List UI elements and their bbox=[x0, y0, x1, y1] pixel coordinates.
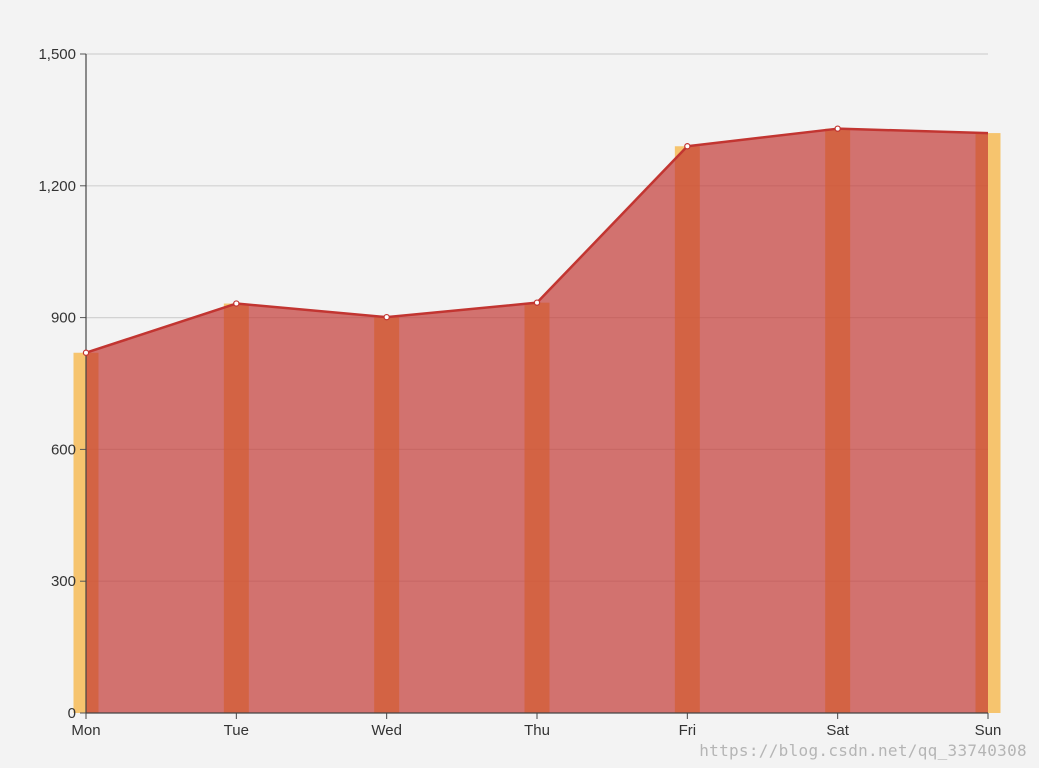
data-point bbox=[233, 300, 240, 307]
y-tick-label: 600 bbox=[51, 441, 76, 458]
x-tick-label: Sat bbox=[826, 722, 849, 739]
watermark-text: https://blog.csdn.net/qq_33740308 bbox=[699, 741, 1027, 760]
data-point bbox=[684, 143, 691, 150]
x-tick-label: Thu bbox=[524, 722, 550, 739]
x-tick-label: Mon bbox=[71, 722, 100, 739]
x-tick-label: Tue bbox=[224, 722, 249, 739]
area-fill bbox=[86, 128, 988, 714]
y-tick-label: 1,200 bbox=[38, 178, 76, 195]
x-tick-label: Wed bbox=[371, 722, 402, 739]
data-point bbox=[834, 125, 841, 132]
y-tick-label: 900 bbox=[51, 310, 76, 327]
data-point bbox=[383, 313, 390, 321]
area-series bbox=[85, 127, 989, 714]
y-tick-label: 0 bbox=[68, 705, 76, 722]
axes: 0 300 600 900 1,200 1,500 Mon Tue Wed Thu Fri Sat Su… bbox=[38, 46, 1001, 739]
y-tick-label: 300 bbox=[51, 573, 76, 590]
y-tick-label: 1,500 bbox=[38, 46, 76, 63]
data-point bbox=[533, 299, 541, 306]
x-tick-label: Sun bbox=[975, 722, 1002, 739]
data-point bbox=[82, 349, 90, 356]
line-points bbox=[82, 125, 841, 356]
x-tick-label: Fri bbox=[679, 722, 697, 739]
